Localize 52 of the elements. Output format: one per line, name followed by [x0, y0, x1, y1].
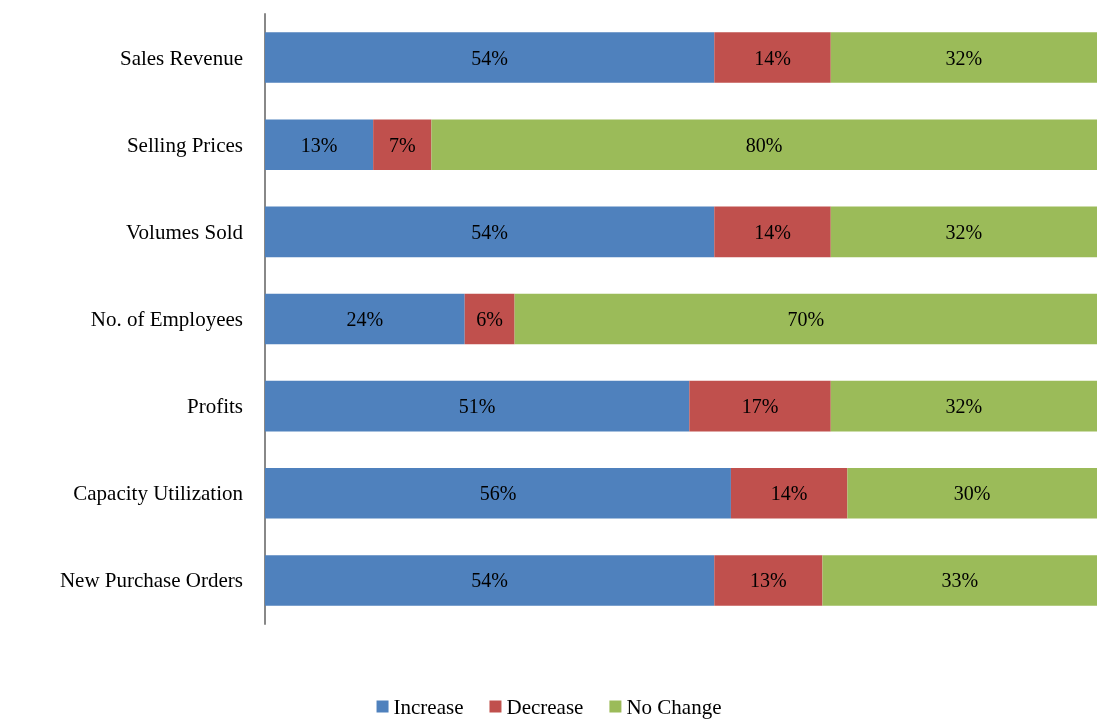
bar [822, 555, 1097, 606]
bar [265, 206, 715, 258]
bar [431, 119, 1097, 170]
bar [265, 119, 374, 170]
bar [265, 468, 731, 519]
bar [830, 206, 1097, 258]
bar [730, 468, 848, 519]
bar [714, 32, 831, 83]
data-label: 7% [388, 133, 416, 156]
y-tick-label: Profits [186, 394, 243, 419]
data-label: 80% [745, 133, 783, 156]
bar [265, 32, 715, 83]
bar [714, 206, 831, 258]
y-tick-label: Volumes Sold [126, 219, 244, 244]
bar [714, 555, 823, 606]
legend-label: No Change [626, 694, 722, 719]
y-tick-label: Selling Prices [126, 132, 243, 157]
data-label: 14% [770, 482, 808, 505]
y-tick-label: No. of Employees [90, 307, 243, 331]
data-label: 33% [941, 569, 979, 592]
data-label: 14% [754, 46, 791, 69]
bar [830, 380, 1097, 432]
data-label: 17% [741, 395, 779, 418]
legend-label: Increase [393, 694, 464, 719]
bar [847, 468, 1097, 519]
data-label: 32% [945, 395, 983, 418]
data-label: 32% [945, 220, 983, 243]
legend-label: Decrease [506, 694, 584, 719]
y-tick-label: New Purchase Orders [59, 568, 243, 593]
bar [265, 555, 715, 606]
data-label: 54% [471, 569, 508, 592]
bar [464, 293, 515, 345]
data-label: 30% [953, 482, 991, 505]
data-label: 13% [300, 133, 338, 156]
bar [514, 293, 1097, 345]
data-label: 70% [787, 308, 825, 330]
bar [689, 380, 831, 432]
data-label: 54% [471, 46, 508, 69]
bar [265, 380, 690, 432]
bar [373, 119, 432, 170]
y-tick-label: Sales Revenue [119, 45, 243, 70]
data-label: 13% [750, 569, 787, 592]
data-label: 54% [471, 220, 508, 243]
data-label: 6% [476, 308, 503, 330]
data-label: 14% [754, 220, 791, 243]
data-label: 56% [479, 482, 517, 505]
data-label: 32% [945, 46, 983, 69]
y-tick-label: Capacity Utilization [73, 481, 244, 506]
data-label: 24% [346, 308, 384, 330]
bar [265, 293, 465, 345]
bar [830, 32, 1097, 83]
data-label: 51% [458, 395, 496, 418]
